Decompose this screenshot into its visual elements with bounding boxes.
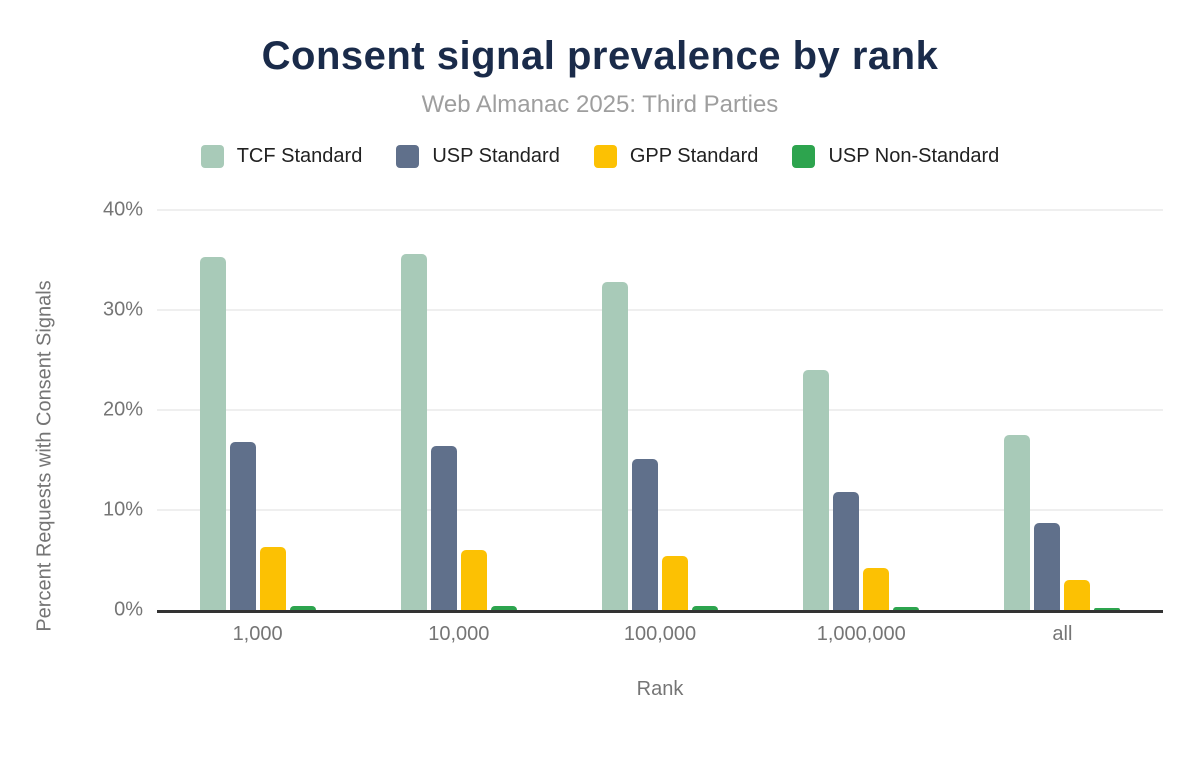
- y-axis-title: Percent Requests with Consent Signals: [33, 279, 56, 632]
- legend-label: USP Non-Standard: [828, 145, 1000, 167]
- gridline: [157, 509, 1163, 511]
- bar: [259, 547, 286, 610]
- x-tick-label: all: [1052, 623, 1073, 645]
- x-tick-label: 10,000: [428, 623, 490, 645]
- legend-swatch-icon: [792, 145, 816, 168]
- bar: [662, 556, 688, 610]
- bars-row: [157, 210, 1163, 610]
- bar: [430, 446, 457, 610]
- bar-group: [962, 210, 1163, 610]
- bar: [632, 459, 658, 610]
- legend-swatch-icon: [593, 145, 617, 168]
- bar: [460, 550, 487, 610]
- x-tick-label: 1,000,000: [816, 623, 906, 645]
- legend-label: USP Standard: [432, 145, 560, 167]
- bar: [692, 605, 718, 610]
- bar-group: [761, 210, 962, 610]
- bar: [893, 607, 920, 610]
- bar: [1064, 580, 1091, 610]
- legend-item: TCF Standard: [200, 145, 363, 168]
- x-tick-label: 1,000: [232, 623, 283, 645]
- legend-label: TCF Standard: [236, 145, 363, 167]
- chart-title: Consent signal prevalence by rank: [261, 34, 939, 78]
- gridline: [157, 409, 1163, 411]
- bar: [400, 254, 427, 610]
- x-axis-title: Rank: [636, 678, 684, 700]
- bar-group: [559, 210, 760, 610]
- plot-area: 0% 10% 20% 30% 40%: [103, 199, 1163, 621]
- bar: [199, 257, 226, 610]
- bar: [602, 282, 628, 610]
- gridline: [157, 309, 1163, 311]
- y-tick-label: 30%: [102, 298, 143, 321]
- chart-card: Consent signal prevalence by rank Web Al…: [0, 34, 1200, 776]
- legend-label: GPP Standard: [629, 145, 759, 167]
- bar: [229, 442, 256, 610]
- legend-item: USP Non-Standard: [792, 145, 999, 168]
- legend-item: GPP Standard: [593, 145, 759, 168]
- chart-legend: TCF Standard USP Standard GPP Standard USP …: [0, 145, 1200, 168]
- bar: [1094, 607, 1121, 610]
- y-tick-label: 20%: [102, 398, 143, 421]
- bar: [490, 605, 517, 610]
- y-tick-label: 10%: [102, 498, 143, 521]
- x-axis-labels: 1,000 10,000 100,000 1,000,000 all: [157, 623, 1163, 646]
- bar: [1004, 435, 1031, 610]
- y-tick-label: 40%: [102, 198, 143, 221]
- gridline: [157, 209, 1163, 211]
- chart-area: Percent Requests with Consent Signals 0%…: [34, 199, 1163, 701]
- bar-group: [358, 210, 559, 610]
- bar-group: [157, 210, 358, 610]
- x-tick-label: 100,000: [623, 623, 697, 645]
- legend-swatch-icon: [396, 145, 420, 168]
- bar: [863, 568, 890, 610]
- bar: [289, 606, 316, 610]
- legend-swatch-icon: [200, 145, 224, 168]
- bar: [803, 370, 830, 610]
- bar: [833, 492, 860, 610]
- bar: [1034, 523, 1061, 610]
- legend-item: USP Standard: [396, 145, 560, 168]
- chart-subtitle: Web Almanac 2025: Third Parties: [421, 91, 779, 118]
- y-tick-label: 0%: [114, 598, 143, 621]
